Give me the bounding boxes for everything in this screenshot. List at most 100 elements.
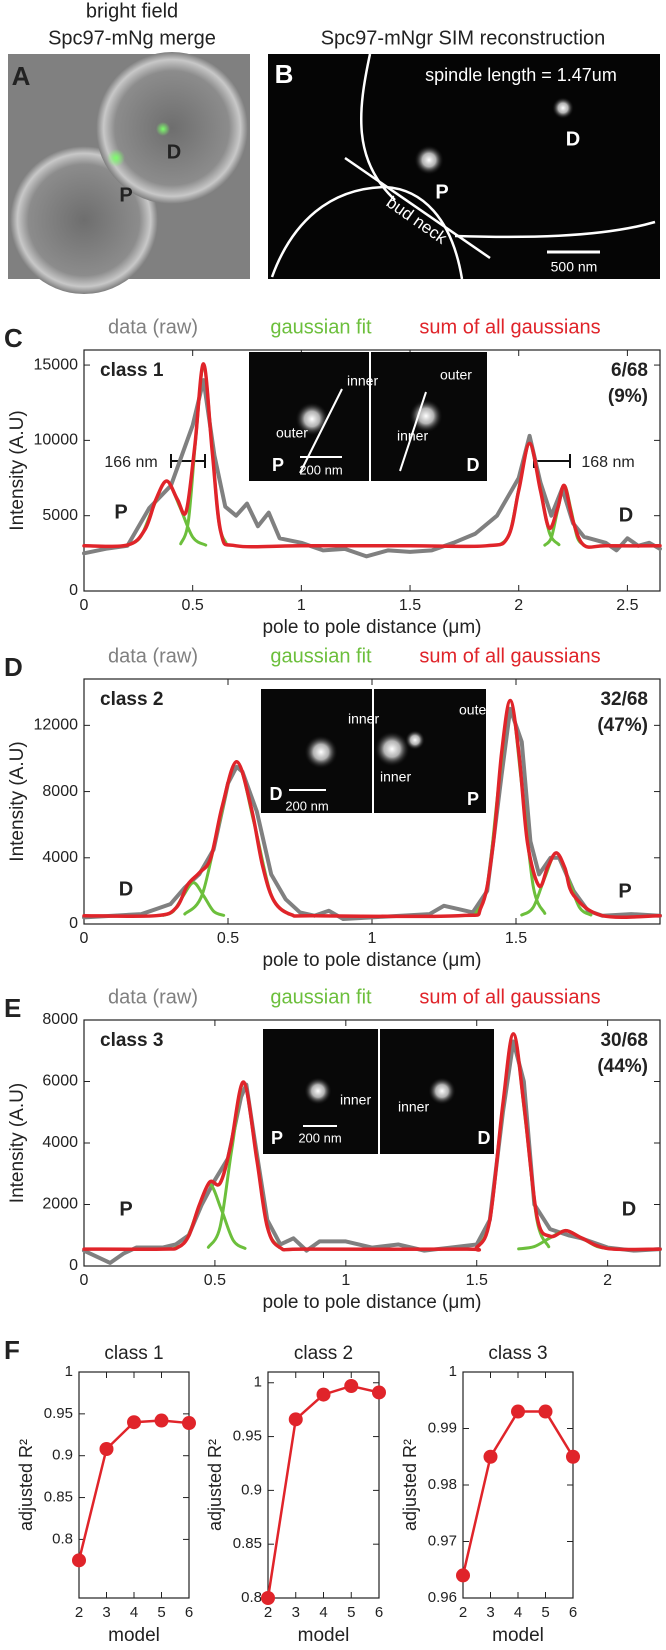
inset-label: P bbox=[467, 789, 479, 809]
class-count: 32/68 bbox=[600, 689, 648, 710]
legend-label: gaussian fit bbox=[270, 986, 372, 1008]
legend-label: sum of all gaussians bbox=[419, 645, 600, 667]
x-tick-label: 5 bbox=[347, 1604, 355, 1621]
x-tick-label: 2 bbox=[75, 1604, 83, 1621]
inset-spot bbox=[409, 399, 443, 433]
x-axis-label: pole to pole distance (μm) bbox=[262, 950, 481, 971]
inset-label: inner bbox=[397, 428, 428, 444]
x-tick-label: 3 bbox=[292, 1604, 300, 1621]
inset-label: 200 nm bbox=[298, 1130, 341, 1145]
class-percent: (44%) bbox=[597, 1056, 648, 1077]
y-axis-label: Intensity (A.U) bbox=[7, 741, 28, 861]
y-tick-label: 0.99 bbox=[428, 1419, 457, 1436]
y-tick-label: 10000 bbox=[34, 432, 79, 449]
data-point bbox=[511, 1404, 525, 1419]
y-tick-label: 0.9 bbox=[52, 1447, 73, 1464]
x-tick-label: 0 bbox=[80, 930, 89, 947]
class-label: class 2 bbox=[100, 689, 163, 710]
x-tick-label: 6 bbox=[375, 1604, 383, 1621]
inset-label: D bbox=[467, 455, 480, 475]
x-tick-label: 2 bbox=[459, 1604, 467, 1621]
panel-title: bright field bbox=[86, 0, 178, 22]
y-tick-label: 0.97 bbox=[428, 1532, 457, 1549]
y-tick-label: 0.8 bbox=[241, 1589, 262, 1606]
data-point bbox=[182, 1416, 196, 1431]
x-tick-label: 1.5 bbox=[399, 597, 421, 614]
inset-label: D bbox=[478, 1128, 491, 1148]
y-axis-label: adjusted R² bbox=[16, 1439, 36, 1531]
panel-letter: B bbox=[275, 59, 294, 89]
y-tick-label: 0.85 bbox=[44, 1489, 73, 1506]
x-tick-label: 0.5 bbox=[217, 930, 239, 947]
data-point bbox=[483, 1449, 498, 1464]
inset-label: D bbox=[270, 784, 283, 804]
inset-label: inner bbox=[380, 769, 411, 785]
pole-label: D bbox=[119, 878, 133, 900]
data-point bbox=[72, 1553, 86, 1568]
data-point bbox=[372, 1385, 386, 1400]
width-label: 166 nm bbox=[104, 454, 157, 471]
y-tick-label: 1 bbox=[449, 1363, 457, 1380]
x-tick-label: 4 bbox=[130, 1604, 138, 1621]
x-axis-label: model bbox=[108, 1625, 160, 1646]
panel-letter: C bbox=[4, 323, 23, 353]
chart-title: class 3 bbox=[488, 1343, 547, 1364]
y-tick-label: 8000 bbox=[42, 1011, 78, 1028]
data-point bbox=[99, 1442, 114, 1457]
y-tick-label: 0.85 bbox=[233, 1535, 262, 1552]
pole-label: P bbox=[618, 880, 631, 902]
y-tick-label: 0.95 bbox=[44, 1405, 73, 1422]
class-count: 30/68 bbox=[600, 1030, 648, 1051]
data-point bbox=[127, 1415, 141, 1430]
x-tick-label: 3 bbox=[486, 1604, 494, 1621]
x-tick-label: 4 bbox=[514, 1604, 522, 1621]
inset-axis-line bbox=[399, 391, 427, 472]
y-tick-label: 15000 bbox=[34, 356, 79, 373]
inset-label: inner bbox=[398, 1099, 429, 1115]
panel-letter: E bbox=[4, 993, 21, 1023]
y-axis-label: adjusted R² bbox=[400, 1439, 420, 1531]
legend-label: data (raw) bbox=[108, 645, 198, 667]
data-point bbox=[316, 1387, 331, 1402]
x-tick-label: 3 bbox=[102, 1604, 110, 1621]
y-tick-label: 0.9 bbox=[241, 1481, 262, 1498]
x-tick-label: 2 bbox=[264, 1604, 272, 1621]
class-count: 6/68 bbox=[611, 360, 648, 381]
pole-label: D bbox=[167, 141, 181, 163]
x-tick-label: 1 bbox=[297, 597, 306, 614]
data-point bbox=[288, 1412, 303, 1427]
pole-label: P bbox=[119, 184, 132, 206]
inset-label: inner bbox=[348, 711, 379, 727]
x-axis-label: pole to pole distance (μm) bbox=[262, 1292, 481, 1313]
x-tick-label: 1 bbox=[368, 930, 377, 947]
inset-label: P bbox=[272, 455, 284, 475]
data-point bbox=[456, 1568, 470, 1583]
scale-bar-label: 500 nm bbox=[551, 259, 598, 275]
y-tick-label: 5000 bbox=[42, 507, 78, 524]
panel-letter: D bbox=[4, 652, 23, 682]
class-label: class 1 bbox=[100, 360, 164, 381]
pole-label: D bbox=[566, 128, 580, 150]
pole-label: P bbox=[435, 181, 448, 203]
inset-label: inner bbox=[347, 373, 378, 389]
inset-spot bbox=[428, 1077, 456, 1105]
inset-spot bbox=[374, 731, 410, 767]
annotation: spindle length = 1.47um bbox=[425, 65, 617, 85]
panel-title: Spc97-mNg merge bbox=[48, 27, 216, 49]
y-tick-label: 0 bbox=[69, 915, 78, 932]
inset-spot bbox=[304, 1077, 332, 1105]
y-tick-label: 1 bbox=[254, 1374, 262, 1391]
y-tick-label: 1 bbox=[65, 1363, 73, 1380]
data-point bbox=[566, 1449, 580, 1464]
y-tick-label: 6000 bbox=[42, 1073, 78, 1090]
x-tick-label: 5 bbox=[157, 1604, 165, 1621]
data-point bbox=[154, 1413, 169, 1428]
class-percent: (9%) bbox=[608, 386, 648, 407]
inset-label: 200 nm bbox=[285, 798, 328, 813]
panel-title: Spc97-mNgr SIM reconstruction bbox=[321, 27, 606, 49]
data-point bbox=[344, 1378, 359, 1393]
y-tick-label: 0.95 bbox=[233, 1428, 262, 1445]
legend-label: sum of all gaussians bbox=[419, 316, 600, 338]
